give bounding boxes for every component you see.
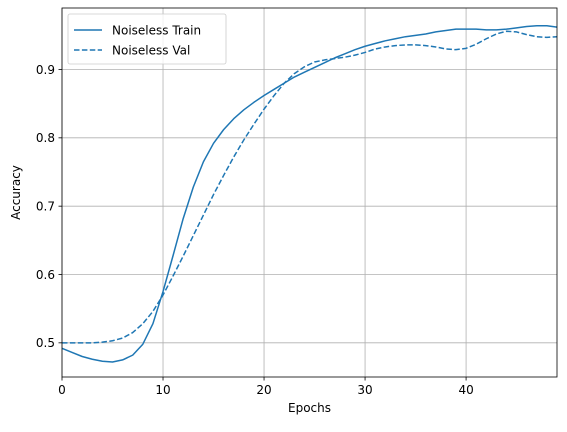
x-tick-label: 0 [58,383,66,397]
series-group [62,25,557,363]
x-axis-ticks: 0 10 20 30 40 [58,377,474,397]
y-tick-label: 0.8 [36,131,55,145]
y-axis-label: Accuracy [9,165,23,220]
x-tick-label: 30 [357,383,372,397]
x-tick-label: 10 [155,383,170,397]
x-tick-label: 40 [458,383,473,397]
legend: Noiseless Train Noiseless Val [67,13,227,65]
y-tick-label: 0.6 [36,268,55,282]
plot-frame [61,7,558,378]
y-tick-label: 0.9 [36,63,55,77]
x-axis-label: Epochs [288,401,331,415]
y-tick-label: 0.7 [36,199,55,213]
series-line-noiseless-train [62,25,557,363]
y-axis-ticks: 0.5 0.6 0.7 0.8 0.9 [36,63,62,350]
series-line-noiseless-val [62,30,557,344]
legend-label-noiseless-train: Noiseless Train [112,23,201,37]
legend-box [67,13,227,65]
legend-label-noiseless-val: Noiseless Val [112,43,190,57]
x-tick-label: 20 [256,383,271,397]
y-tick-label: 0.5 [36,336,55,350]
grid [61,8,557,377]
